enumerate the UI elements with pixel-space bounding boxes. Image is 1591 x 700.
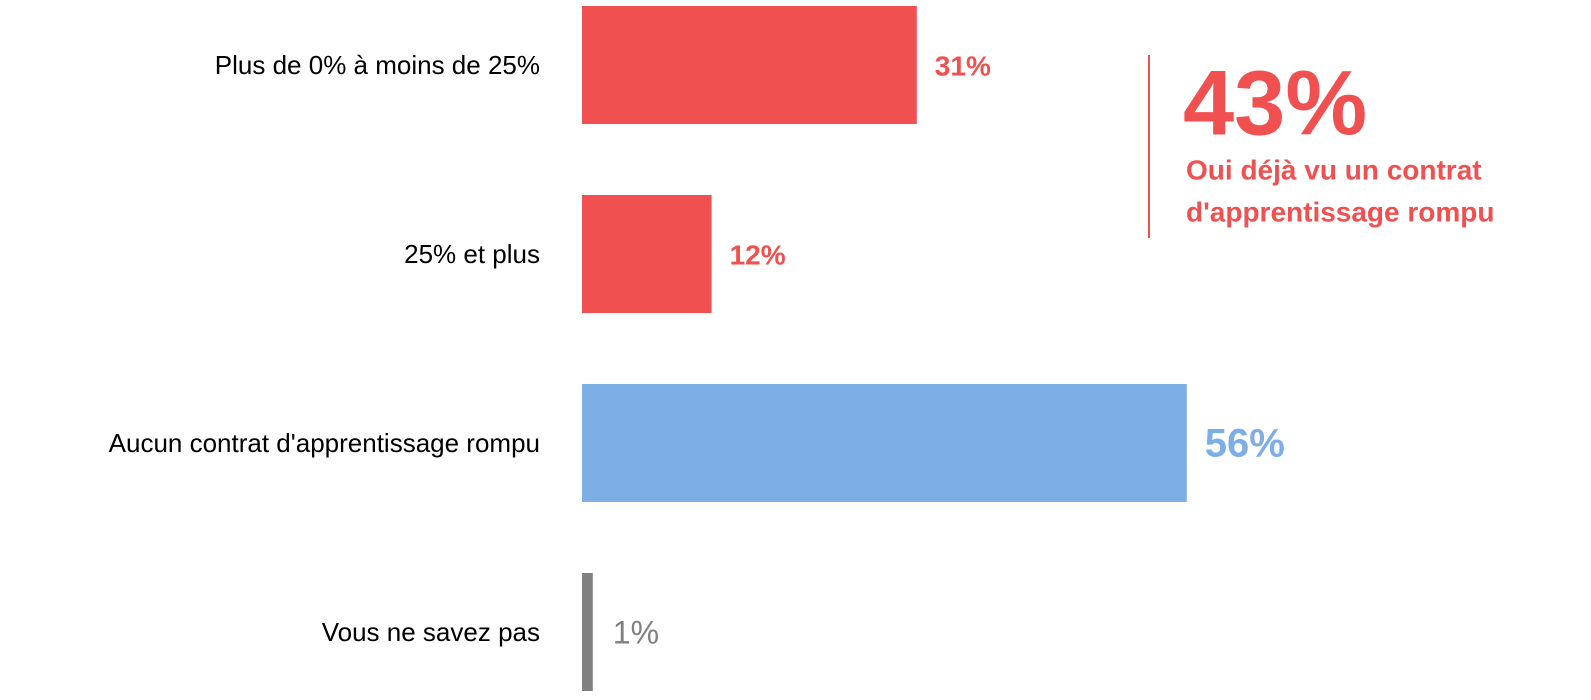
bar (582, 384, 1187, 502)
bar (582, 195, 712, 313)
value-label: 56% (1205, 422, 1285, 466)
annotation-headline: 43% (1183, 52, 1367, 154)
value-label: 1% (613, 614, 659, 650)
annotation-text: d'apprentissage rompu (1186, 196, 1495, 227)
category-label: Plus de 0% à moins de 25% (215, 50, 540, 80)
value-label: 31% (935, 50, 991, 81)
value-label: 12% (730, 239, 786, 270)
bar (582, 573, 593, 691)
annotation-text: Oui déjà vu un contrat (1186, 154, 1482, 185)
category-label: Aucun contrat d'apprentissage rompu (109, 428, 540, 458)
category-label: 25% et plus (404, 239, 540, 269)
category-label: Vous ne savez pas (322, 617, 540, 647)
bar (582, 6, 917, 124)
